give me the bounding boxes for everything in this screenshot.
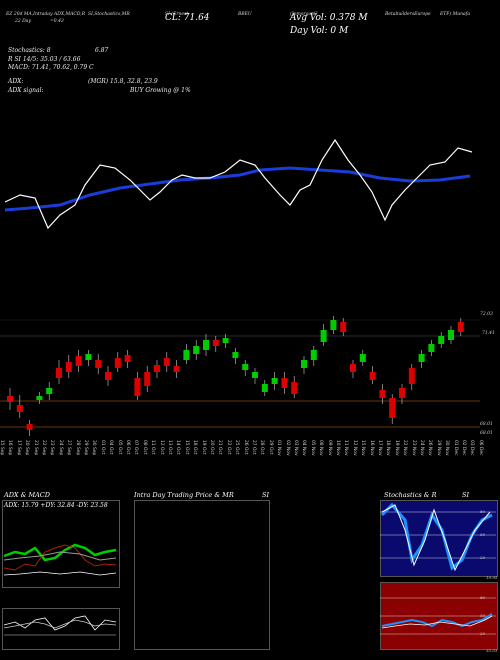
stoch-panel-title: Stochastics & R (384, 491, 437, 499)
candlestick-chart (0, 316, 480, 436)
header-etf-suffix: ETF) Munafa (440, 12, 471, 17)
adx-panel (2, 500, 120, 588)
candle-body (369, 372, 376, 380)
header-company: (JpmorganC (290, 12, 318, 17)
candle-body (418, 354, 425, 362)
adx-panel-title: ADX & MACD (4, 491, 50, 499)
mgr-values: (MGR) 15.8, 32.8, 23.9 (88, 78, 158, 85)
candle-body (114, 358, 121, 368)
header-22day-value: =0.43 (50, 19, 64, 24)
stoch-level-80: 80 (480, 509, 486, 514)
stoch-level-20: 20 (480, 555, 486, 560)
candle-body (95, 360, 102, 368)
candle-body (154, 365, 160, 372)
candle-body (75, 356, 82, 366)
rsi-level-20: 20 (480, 631, 486, 636)
trend-chart (4, 138, 473, 230)
price-label-low2: 68.01 (480, 431, 493, 436)
avg-volume-label: Avg Vol: 0.378 M (290, 13, 368, 23)
candle-body (457, 322, 464, 332)
candle-body (7, 396, 13, 402)
intraday-panel-title: Intra Day Trading Price & MR (134, 491, 234, 499)
candle-body (173, 366, 180, 372)
header-22day: 22 Day (15, 19, 31, 24)
stoch-level-50: 50 (480, 532, 486, 537)
header-title-mid: SI (Ernest (165, 12, 189, 17)
header-ticker: BBEU (238, 12, 252, 17)
candle-body (163, 358, 170, 366)
candle-body (252, 372, 258, 378)
candle-body (134, 378, 141, 396)
candle-body (340, 322, 347, 332)
adx-signal-label: ADX signal: (8, 87, 44, 94)
intraday-panel-si: SI (262, 491, 270, 499)
candle-body (26, 424, 33, 430)
header-title-center: SI,Stochastics,MR (88, 12, 130, 17)
candle-body (320, 330, 327, 342)
header-title-left: EZ 20d MA,Intraday ADX,MACD,R (6, 12, 86, 17)
candle-body (408, 368, 415, 384)
macd-panel (2, 608, 120, 650)
stoch-right-value: 19.95 (486, 575, 498, 580)
candle-body (271, 378, 278, 384)
candle-body (193, 346, 200, 354)
candle-body (144, 372, 151, 386)
candle-body (389, 398, 396, 418)
intraday-panel (134, 500, 270, 650)
candle-body (428, 344, 435, 352)
candle-body (183, 350, 190, 360)
candle-body (330, 320, 337, 330)
rsi-label: R SI 14/5: 35.03 / 63.66 (8, 56, 81, 63)
close-price-label: CL: 71.64 (165, 13, 210, 23)
candle-body (105, 372, 111, 380)
candle-body (291, 382, 298, 394)
candle-body (36, 396, 43, 400)
moving-average-line (4, 166, 471, 212)
candle-body (242, 364, 249, 370)
candle-body (261, 384, 268, 392)
rsi-level-80: 80 (480, 595, 486, 600)
candle-body (301, 360, 307, 368)
candle-body (359, 354, 366, 362)
price-label-low1: 68.01 (480, 422, 493, 427)
rsi-level-50: 50 (480, 613, 486, 618)
candle-body (399, 388, 405, 398)
macd-label: MACD: 71.41, 70.62, 0.79 C (8, 64, 94, 71)
stochastics-value: 6.87 (95, 47, 109, 54)
candle-body (222, 338, 229, 343)
candle-body (85, 354, 92, 360)
price-label-mid: 71.41 (482, 331, 495, 336)
stochastics-label: Stochastics: 8 (8, 47, 51, 54)
header-etf-name: BetabuildersEurope (385, 12, 431, 17)
candle-body (232, 352, 239, 358)
candle-body (310, 350, 317, 360)
candle-body (438, 336, 445, 344)
day-volume-label: Day Vol: 0 M (290, 26, 349, 36)
candle-body (56, 368, 62, 378)
candle-body (212, 340, 219, 346)
candle-body (281, 378, 288, 388)
price-label-top: 72.03 (480, 312, 493, 317)
candle-body (203, 340, 209, 350)
candle-body (46, 388, 53, 394)
adx-label: ADX: (8, 78, 24, 85)
adx-values: ADX: 15.79 +DY: 32.84 -DY: 23.58 (4, 502, 108, 509)
stoch-panel-si: SI (462, 491, 470, 499)
candle-body (124, 355, 131, 362)
candle-body (350, 364, 356, 372)
buy-signal-text: BUY Growing @ 1% (130, 87, 191, 94)
candle-body (16, 405, 23, 412)
rsi-right-value: 35.03 (486, 648, 498, 653)
candle-body (65, 362, 72, 372)
candle-body (448, 330, 454, 340)
candle-body (379, 390, 386, 398)
price-line (4, 138, 473, 230)
